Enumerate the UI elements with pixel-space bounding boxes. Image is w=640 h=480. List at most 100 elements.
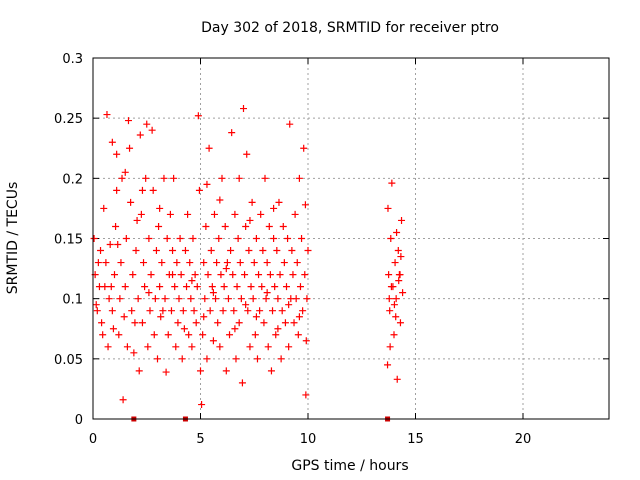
data-point [162,368,170,376]
plot-frame [92,57,610,420]
data-point [266,271,274,279]
data-point [184,210,192,218]
data-point [291,210,299,218]
data-point [273,247,281,255]
data-point [302,391,310,399]
data-point [393,228,401,236]
data-point [395,277,403,285]
data-point [92,301,100,309]
data-point [227,247,235,255]
data-markers [90,105,407,422]
data-point [390,331,398,339]
y-tick-label: 0.15 [54,233,83,248]
data-point [290,319,298,327]
data-point [285,343,293,351]
data-point [246,216,254,224]
data-point [302,337,310,345]
data-point [250,259,258,267]
data-point [97,247,105,255]
data-point [242,301,250,309]
data-point [255,271,263,279]
data-point [232,355,240,363]
y-tick-label: 0 [75,413,83,428]
data-point [156,204,164,212]
data-point [392,295,400,303]
data-point [234,235,242,242]
data-point [388,179,396,187]
data-point [187,295,195,303]
data-point [223,259,231,267]
data-point [107,283,115,291]
data-point [387,283,395,291]
data-point [138,186,146,194]
data-point [228,129,236,137]
data-point [94,259,102,267]
data-point [151,295,159,303]
data-point [274,325,282,333]
data-point [185,331,193,339]
data-point [231,325,239,333]
data-point [270,204,278,212]
data-point [103,111,111,119]
data-point [191,271,199,279]
data-point [204,271,212,279]
data-point [188,277,196,285]
data-point [271,283,279,291]
data-point [119,396,127,404]
data-point [109,325,117,333]
data-point [260,319,268,327]
data-point [244,307,252,315]
data-point [218,174,226,182]
data-point [396,319,404,327]
data-point [279,222,287,230]
data-point [394,247,402,255]
data-point [111,271,118,279]
data-point [133,216,141,224]
data-point [243,150,251,158]
data-point [385,271,393,279]
data-point [140,259,148,267]
data-point [194,112,202,120]
data-point [180,325,188,333]
data-point [278,307,286,315]
data-point [159,307,167,315]
data-point [193,283,201,291]
data-point [252,313,260,321]
data-point [205,144,213,152]
data-point [100,204,108,212]
x-tick-label: 20 [515,432,532,447]
y-tick-label: 0.05 [54,353,83,368]
data-point [170,174,178,182]
data-point [174,319,182,327]
data-point [216,196,224,204]
data-point [181,247,189,255]
data-point [300,144,308,152]
data-point [161,295,169,303]
data-point [237,295,245,303]
data-point [384,204,392,212]
data-point [284,235,292,242]
data-point [197,367,204,375]
data-point [269,307,277,315]
data-point [93,307,101,315]
data-point [122,235,130,242]
data-point [289,271,297,279]
data-point [137,210,145,218]
data-point [206,307,214,315]
data-point [396,271,404,279]
data-point [121,168,129,176]
data-point [116,295,124,303]
data-point [214,319,222,327]
data-point [241,271,249,279]
data-point [135,367,143,375]
data-point [213,259,221,267]
data-point [157,313,165,321]
data-point [270,235,278,242]
data-point [114,241,122,249]
data-point [117,259,125,267]
data-point [251,331,259,339]
x-tick-label: 5 [196,432,204,447]
data-point [158,259,166,267]
data-point [219,307,227,315]
